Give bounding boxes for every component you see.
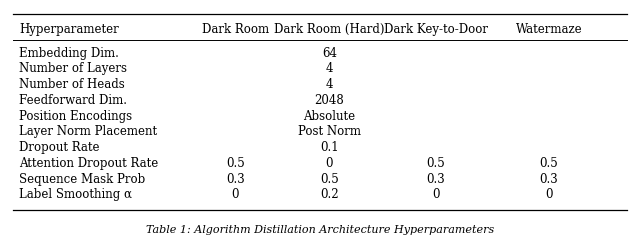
Text: Embedding Dim.: Embedding Dim. — [19, 46, 119, 59]
Text: Attention Dropout Rate: Attention Dropout Rate — [19, 157, 158, 170]
Text: Sequence Mask Prob: Sequence Mask Prob — [19, 173, 145, 186]
Text: Dark Room: Dark Room — [202, 23, 269, 36]
Text: Hyperparameter: Hyperparameter — [19, 23, 118, 36]
Text: Table 1: Algorithm Distillation Architecture Hyperparameters: Table 1: Algorithm Distillation Architec… — [146, 225, 494, 235]
Text: 0.5: 0.5 — [427, 157, 445, 170]
Text: Feedforward Dim.: Feedforward Dim. — [19, 94, 127, 107]
Text: Layer Norm Placement: Layer Norm Placement — [19, 125, 157, 138]
Text: 0.5: 0.5 — [226, 157, 244, 170]
Text: 4: 4 — [326, 78, 333, 91]
Text: 0.3: 0.3 — [226, 173, 244, 186]
Text: 0: 0 — [545, 188, 553, 201]
Text: Number of Heads: Number of Heads — [19, 78, 125, 91]
Text: 0: 0 — [432, 188, 440, 201]
Text: Absolute: Absolute — [303, 109, 355, 123]
Text: 0.3: 0.3 — [540, 173, 558, 186]
Text: Label Smoothing α: Label Smoothing α — [19, 188, 132, 201]
Text: 0: 0 — [232, 188, 239, 201]
Text: 0.1: 0.1 — [320, 141, 339, 154]
Text: 2048: 2048 — [314, 94, 344, 107]
Text: Dropout Rate: Dropout Rate — [19, 141, 99, 154]
Text: 0.5: 0.5 — [320, 173, 339, 186]
Text: Watermaze: Watermaze — [516, 23, 582, 36]
Text: 4: 4 — [326, 62, 333, 75]
Text: 0.3: 0.3 — [427, 173, 445, 186]
Text: 64: 64 — [322, 46, 337, 59]
Text: Position Encodings: Position Encodings — [19, 109, 132, 123]
Text: 0: 0 — [326, 157, 333, 170]
Text: 0.5: 0.5 — [540, 157, 558, 170]
Text: Dark Room (Hard): Dark Room (Hard) — [274, 23, 385, 36]
Text: Number of Layers: Number of Layers — [19, 62, 127, 75]
Text: Dark Key-to-Door: Dark Key-to-Door — [384, 23, 488, 36]
Text: Post Norm: Post Norm — [298, 125, 361, 138]
Text: 0.2: 0.2 — [320, 188, 339, 201]
